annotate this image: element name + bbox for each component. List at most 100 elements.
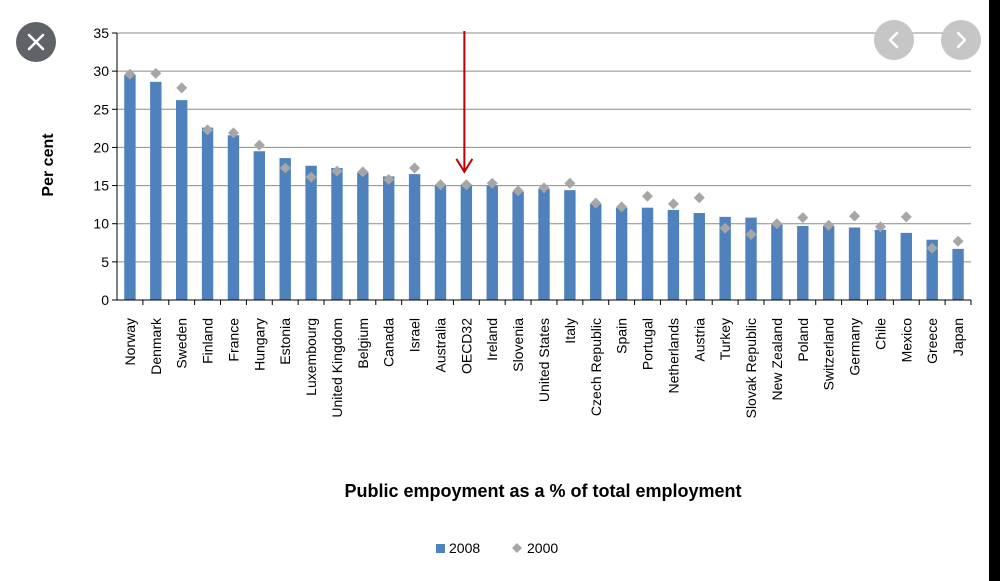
marker-point [227,127,239,139]
y-tick-label: 35 [93,25,109,41]
x-tick-label: France [225,318,241,362]
legend-marker-2000 [512,543,522,553]
y-tick-label: 5 [101,254,109,270]
bar [641,207,654,300]
bar [590,203,602,300]
bar [900,232,912,300]
bar [771,224,783,300]
bar [848,227,861,300]
marker-point [926,242,938,254]
marker-point [849,210,861,222]
x-tick-label: Hungary [251,318,267,371]
bar [460,184,473,300]
marker-point [176,82,188,94]
bar [408,174,421,300]
x-tick-label: Germany [847,318,863,376]
x-tick-label: OECD32 [458,318,474,374]
x-axis-label: Public empoyment as a % of total employm… [344,481,741,501]
x-tick-label: Australia [432,318,448,373]
marker-point [564,177,576,189]
x-tick-label: Israel [407,318,423,352]
bar [434,185,447,300]
x-tick-label: Spain [614,318,630,354]
legend-swatch-2008 [436,544,445,553]
marker-point [745,228,757,240]
bar [331,168,343,300]
marker-point [667,198,679,210]
bar [538,188,550,300]
bar [227,135,240,300]
y-tick-label: 15 [93,178,109,194]
bar [719,216,731,300]
y-tick-label: 25 [93,101,109,117]
marker-point [434,179,446,191]
x-tick-label: Greece [924,318,940,364]
close-icon [27,33,45,51]
marker-point [279,162,291,174]
marker-point [486,177,498,189]
marker-point [460,179,472,191]
legend: 2008 2000 [436,540,558,556]
x-tick-label: New Zealand [769,318,785,401]
x-tick-label: Mexico [898,318,914,363]
marker-point [693,192,705,204]
bar [667,209,680,300]
x-tick-label: Japan [950,318,966,356]
marker-point [719,222,731,234]
x-tick-label: Belgium [355,318,371,369]
marker-point [797,212,809,224]
x-tick-label: Slovenia [510,318,526,372]
bar [874,229,887,300]
y-tick-label: 30 [93,63,109,79]
marker-point [409,162,421,174]
marker-point [616,201,628,213]
previous-button[interactable] [874,20,914,60]
bar [615,207,628,300]
marker-point [357,166,369,178]
bar [564,190,576,300]
next-button[interactable] [941,20,981,60]
bar [512,191,524,300]
y-axis-label: Per cent [40,133,57,197]
x-tick-label: Portugal [640,318,656,370]
bar [383,176,395,300]
bar [952,248,964,300]
bar [822,226,835,300]
x-axis: Norway Denmark Sweden Finland France Hungary E… [117,299,972,418]
legend-label-2000: 2000 [527,540,558,556]
marker-point [331,165,343,177]
x-tick-label: Netherlands [665,318,681,394]
x-tick-label: Chile [872,318,888,350]
y-tick-label: 20 [93,139,109,155]
x-tick-label: Poland [795,318,811,362]
markers-2000 [124,67,964,254]
x-tick-label: Estonia [277,318,293,365]
x-tick-label: Denmark [148,317,164,375]
bar [305,165,317,300]
marker-point [642,190,654,202]
bar [253,151,266,300]
annotations [455,31,474,174]
x-tick-label: United Kingdom [329,318,345,418]
bar [693,213,705,300]
x-tick-label: Slovak Republic [743,318,759,418]
marker-point [124,68,136,80]
x-tick-label: Italy [562,318,578,344]
marker-point [512,185,524,197]
chevron-left-icon [888,31,899,49]
x-tick-label: Turkey [717,318,733,360]
x-tick-label: Austria [691,318,707,362]
x-tick-label: Ireland [484,318,500,361]
marker-point [590,197,602,209]
legend-label-2008: 2008 [449,540,480,556]
bar [797,226,809,300]
marker-point [874,221,886,233]
close-button[interactable] [16,22,56,62]
marker-point [383,173,395,185]
marker-point [538,182,550,194]
chevron-right-icon [956,31,967,49]
bar [486,185,498,300]
x-tick-label: Switzerland [821,318,837,390]
marker-point [150,67,162,79]
marker-point [952,235,964,247]
